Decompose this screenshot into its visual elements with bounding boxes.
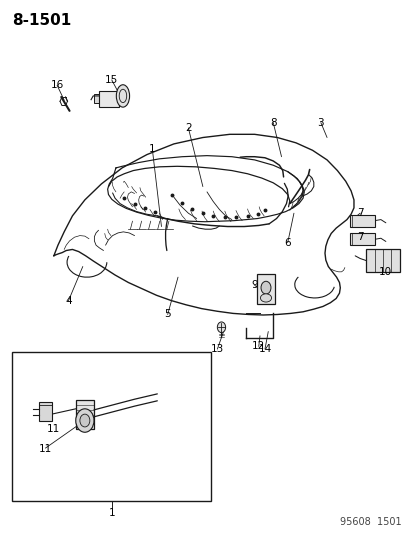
Text: 95608  1501: 95608 1501 [339, 516, 401, 527]
Circle shape [217, 322, 225, 333]
Text: 4: 4 [65, 296, 71, 306]
Text: 11: 11 [47, 424, 60, 434]
Text: 7: 7 [356, 232, 363, 242]
Text: 1: 1 [108, 508, 115, 518]
Text: 2: 2 [185, 123, 191, 133]
Ellipse shape [260, 294, 271, 302]
Text: 14: 14 [258, 344, 271, 354]
Circle shape [76, 409, 94, 432]
Ellipse shape [116, 85, 129, 107]
Bar [94, 94, 100, 103]
Text: 12: 12 [252, 342, 265, 351]
Text: 11: 11 [39, 444, 52, 454]
Circle shape [260, 281, 270, 294]
Bar [76, 400, 94, 429]
Circle shape [80, 414, 90, 427]
Text: 10: 10 [377, 267, 391, 277]
Bar [349, 233, 374, 245]
Text: 16: 16 [50, 80, 64, 90]
Text: 6: 6 [284, 238, 290, 247]
Text: 1: 1 [149, 144, 155, 154]
Text: 7: 7 [356, 208, 363, 218]
FancyBboxPatch shape [99, 91, 119, 107]
Text: 5: 5 [164, 310, 171, 319]
Text: 9: 9 [251, 280, 257, 290]
Bar [39, 402, 52, 421]
Text: 8: 8 [269, 118, 276, 127]
Text: 13: 13 [210, 344, 223, 354]
Bar [12, 352, 211, 501]
Text: 15: 15 [105, 75, 118, 85]
Bar [366, 249, 399, 272]
Bar [349, 215, 374, 227]
Bar [256, 274, 275, 304]
Text: 3: 3 [317, 118, 323, 127]
Text: 8-1501: 8-1501 [12, 13, 71, 28]
